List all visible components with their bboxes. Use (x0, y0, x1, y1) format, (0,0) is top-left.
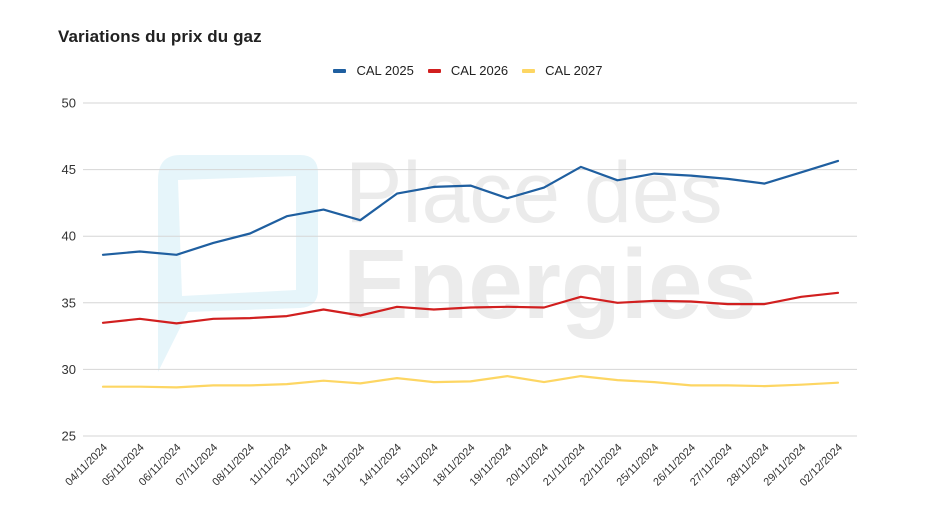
legend-item-cal-2025[interactable]: CAL 2025 (333, 63, 414, 78)
legend-label: CAL 2027 (545, 63, 603, 78)
legend-item-cal-2027[interactable]: CAL 2027 (522, 63, 603, 78)
legend: CAL 2025 CAL 2026 CAL 2027 (0, 63, 936, 78)
y-tick-label: 35 (62, 295, 76, 310)
y-axis-ticks: 25 30 35 40 45 50 (62, 96, 76, 444)
series-cal-2026[interactable] (101, 291, 840, 325)
y-tick-label: 40 (62, 229, 76, 244)
y-tick-label: 45 (62, 162, 76, 177)
watermark-logo-icon (158, 155, 318, 372)
series-line[interactable] (101, 291, 840, 325)
x-axis-ticks: 04/11/202405/11/202406/11/202407/11/2024… (63, 442, 845, 489)
legend-swatch (333, 68, 347, 73)
grid-lines (83, 102, 857, 437)
series-lines (101, 159, 840, 389)
y-tick-label: 25 (62, 429, 76, 444)
y-tick-label: 30 (62, 362, 76, 377)
series-line[interactable] (101, 159, 840, 256)
series-line[interactable] (101, 375, 840, 389)
series-cal-2025[interactable] (101, 159, 840, 256)
watermark-line2: Energies (343, 229, 757, 339)
series-cal-2027[interactable] (101, 375, 840, 389)
legend-item-cal-2026[interactable]: CAL 2026 (427, 63, 509, 78)
y-tick-label: 50 (62, 96, 76, 111)
watermark-logo: Place des Energies (158, 145, 757, 372)
legend-swatch (427, 68, 441, 73)
legend-label: CAL 2025 (356, 63, 414, 78)
legend-swatch (522, 68, 536, 73)
legend-label: CAL 2026 (450, 63, 509, 78)
watermark-line1: Place des (345, 145, 723, 241)
chart-title: Variations du prix du gaz (58, 27, 262, 46)
